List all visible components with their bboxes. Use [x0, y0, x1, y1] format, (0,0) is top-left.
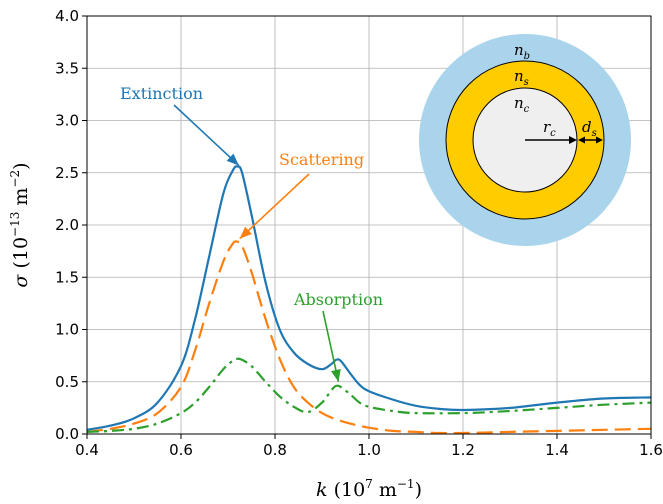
y-tick-label: 0.0 [55, 425, 79, 443]
y-tick-label: 1.5 [55, 268, 79, 286]
series-line-scattering [86, 240, 652, 435]
y-tick-label: 2.0 [55, 216, 79, 234]
y-tick-label: 1.0 [55, 321, 79, 339]
annotation-arrowhead [239, 226, 252, 239]
x-tick-label: 1.0 [357, 441, 381, 459]
radius-arrowhead [569, 136, 577, 144]
y-tick-label: 3.0 [55, 112, 79, 130]
core-shell-inset: nb ns nc rc ds [419, 34, 631, 246]
label-ds: ds [582, 118, 597, 139]
x-tick-label: 0.4 [75, 441, 99, 459]
annotation-scattering: Scattering [279, 150, 364, 169]
thickness-arrowhead-left [578, 136, 585, 144]
series-line-absorption [86, 357, 652, 433]
annotation-arrowhead [226, 153, 239, 166]
x-tick-label: 0.8 [263, 441, 287, 459]
series-line-extinction [86, 165, 652, 431]
thickness-arrowhead-right [596, 136, 603, 144]
label-nc: nc [514, 94, 530, 115]
y-tick-label: 0.5 [55, 373, 79, 391]
y-tick-label: 2.5 [55, 164, 79, 182]
annotation-arrow-line [322, 310, 340, 382]
axis-ticks: 0.4 0.6 0.8 1.0 1.2 1.4 1.6 0.0 0.5 1.0 1.5 2.0 2.5 3… [55, 7, 663, 459]
annotations: Extinction Scattering Absorption [120, 84, 383, 382]
label-nb: nb [514, 41, 530, 62]
label-rc: rc [543, 118, 556, 139]
annotation-arrow-line [173, 104, 240, 167]
y-tick-label: 4.0 [55, 7, 79, 25]
x-tick-label: 1.4 [545, 441, 569, 459]
annotation-extinction: Extinction [120, 84, 203, 103]
plot-series [86, 165, 652, 435]
annotation-arrowhead [331, 368, 341, 382]
y-axis-title: σ (10−13 m−2) [8, 162, 32, 287]
annotation-absorption: Absorption [293, 290, 383, 309]
x-tick-label: 1.6 [639, 441, 663, 459]
x-tick-label: 1.2 [451, 441, 475, 459]
x-tick-label: 0.6 [169, 441, 193, 459]
y-tick-label: 3.5 [55, 59, 79, 77]
x-axis-title: k (107 m−1) [316, 477, 422, 501]
annotation-arrow-line [239, 173, 310, 240]
label-ns: ns [514, 67, 529, 88]
